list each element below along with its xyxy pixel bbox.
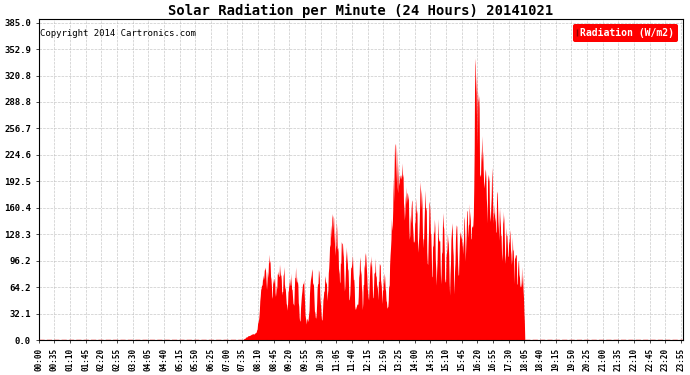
Text: Copyright 2014 Cartronics.com: Copyright 2014 Cartronics.com (40, 29, 196, 38)
Title: Solar Radiation per Minute (24 Hours) 20141021: Solar Radiation per Minute (24 Hours) 20… (168, 4, 553, 18)
Legend: Radiation (W/m2): Radiation (W/m2) (573, 24, 678, 42)
